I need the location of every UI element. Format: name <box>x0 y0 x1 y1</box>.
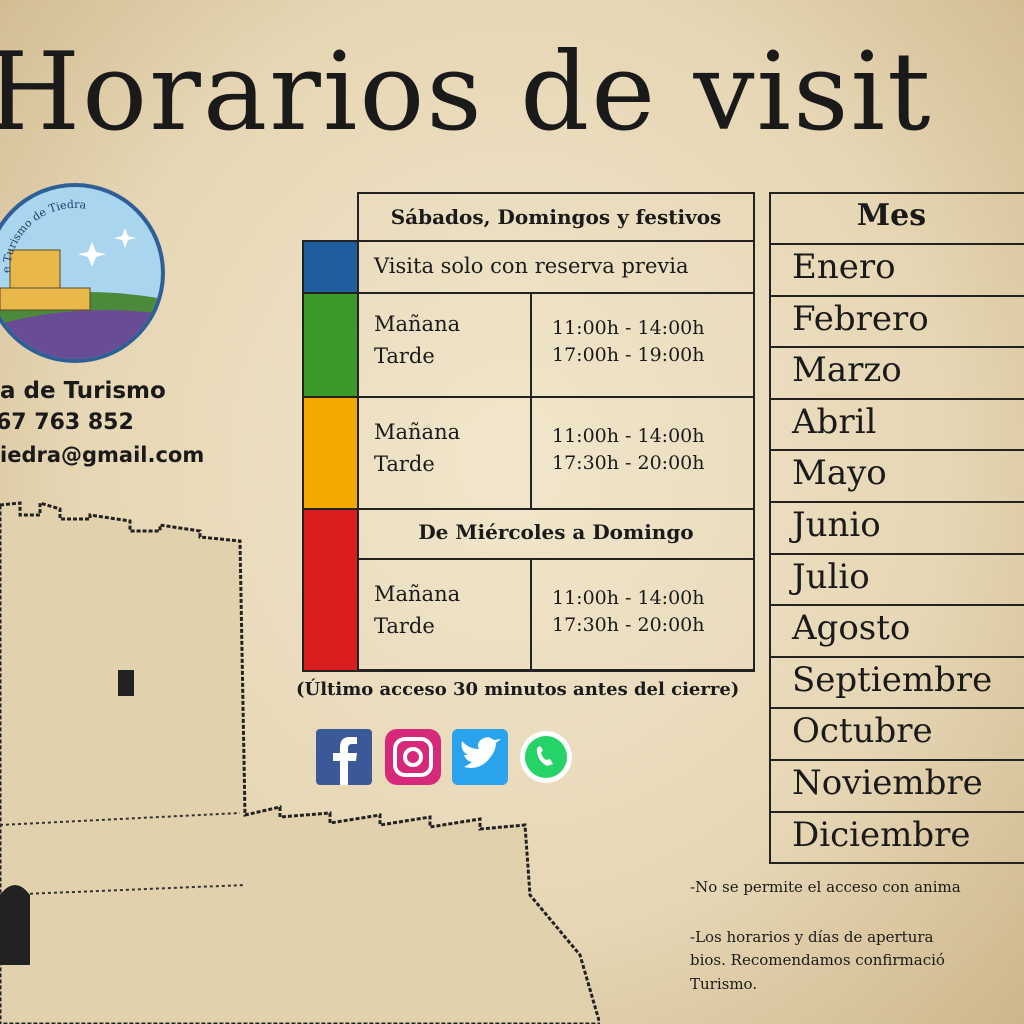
color-swatch <box>302 292 359 398</box>
morning-hours: 11:00h - 14:00h <box>552 317 705 339</box>
month-row <box>769 759 1024 761</box>
afternoon-label: Tarde <box>374 344 435 368</box>
row-subheading: De Miércoles a Domingo <box>418 520 694 544</box>
office-phone: 67 763 852 <box>0 410 134 435</box>
afternoon-hours: 17:00h - 19:00h <box>552 344 705 366</box>
morning-hours: 11:00h - 14:00h <box>552 425 705 447</box>
month-row <box>769 294 1024 297</box>
month-row <box>769 707 1024 710</box>
row-cell <box>357 558 755 672</box>
color-swatch <box>302 396 359 510</box>
month-name: Octubre <box>792 711 933 752</box>
social-icons <box>316 729 572 785</box>
morning-hours: 11:00h - 14:00h <box>552 587 705 609</box>
month-row <box>769 243 1024 245</box>
row-text: Visita solo con reserva previa <box>374 254 689 278</box>
months-heading: Mes <box>856 198 927 233</box>
schedule-heading: Sábados, Domingos y festivos <box>390 205 722 229</box>
month-row <box>769 449 1024 452</box>
afternoon-label: Tarde <box>374 452 435 476</box>
color-swatch <box>302 240 359 294</box>
month-name: Julio <box>792 556 870 597</box>
month-name: Abril <box>792 401 877 442</box>
office-name: a de Turismo <box>0 378 166 404</box>
office-email: iedra@gmail.com <box>0 443 205 467</box>
footnote: -No se permite el acceso con anima <box>690 878 961 896</box>
month-name: Septiembre <box>792 659 993 700</box>
afternoon-hours: 17:30h - 20:00h <box>552 614 705 636</box>
logo: e Turismo de Tiedra <box>0 183 165 363</box>
month-name: Diciembre <box>792 814 971 855</box>
morning-label: Mañana <box>374 582 461 606</box>
month-row <box>769 552 1024 555</box>
footnote: bios. Recomendamos confirmació <box>690 951 945 969</box>
month-name: Febrero <box>792 298 929 339</box>
month-row <box>769 655 1024 658</box>
title: Horarios de visit <box>0 30 933 155</box>
month-row <box>769 501 1024 503</box>
footnote: -Los horarios y días de apertura <box>690 928 934 946</box>
month-name: Junio <box>792 505 881 545</box>
row-divider <box>530 292 532 396</box>
afternoon-hours: 17:30h - 20:00h <box>552 452 705 474</box>
footnote: Turismo. <box>690 975 758 993</box>
month-row <box>769 346 1024 349</box>
month-row <box>769 810 1024 813</box>
month-name: Marzo <box>792 350 902 391</box>
color-swatch <box>302 508 359 672</box>
schedule-note: (Último acceso 30 minutos antes del cier… <box>296 679 740 700</box>
morning-label: Mañana <box>374 420 461 444</box>
month-name: Mayo <box>792 453 887 494</box>
months-table <box>769 192 1024 864</box>
month-name: Noviembre <box>792 763 983 803</box>
month-name: Enero <box>792 247 896 287</box>
month-name: Agosto <box>792 608 911 649</box>
month-row <box>769 397 1024 400</box>
afternoon-label: Tarde <box>374 614 435 638</box>
morning-label: Mañana <box>374 312 461 336</box>
row-divider <box>530 558 532 670</box>
row-divider <box>530 396 532 508</box>
month-row <box>769 604 1024 607</box>
castle-illustration <box>0 500 600 1024</box>
